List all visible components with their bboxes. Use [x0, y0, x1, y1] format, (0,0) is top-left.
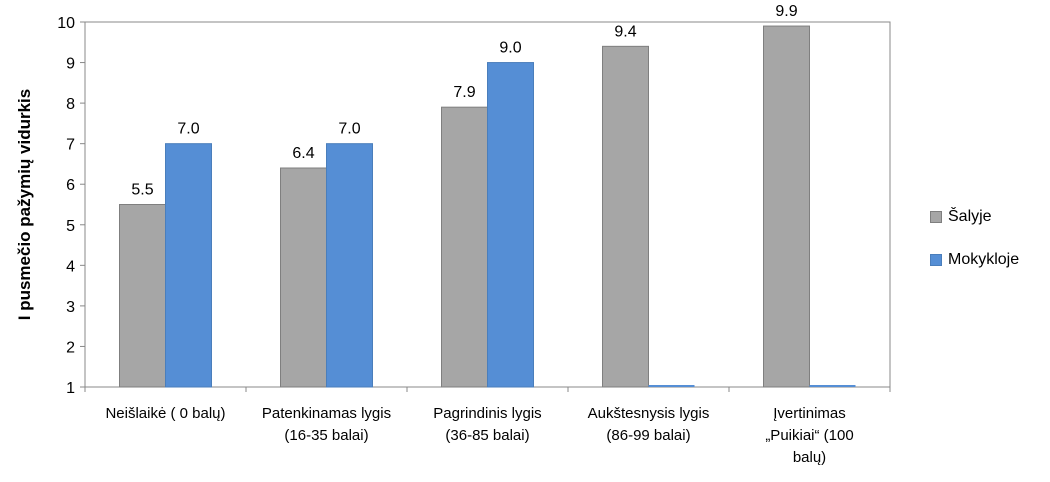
bar-salyje — [441, 106, 488, 388]
data-label: 9.4 — [614, 23, 636, 40]
y-tick-label: 1 — [66, 380, 75, 397]
bar-mokykloje — [165, 143, 212, 388]
y-tick-label: 5 — [66, 218, 75, 235]
x-category-label: (16-35 balai) — [284, 427, 368, 444]
bar-salyje — [280, 167, 327, 388]
data-label: 7.9 — [453, 84, 475, 101]
bar-salyje — [763, 25, 810, 388]
y-tick-label: 9 — [66, 56, 75, 73]
legend: Šalyje Mokykloje — [930, 207, 1019, 293]
x-category-label: balų) — [793, 449, 826, 466]
legend-item-mokykloje: Mokykloje — [930, 250, 1019, 270]
data-label: 9.9 — [775, 3, 797, 20]
bar-salyje — [602, 45, 649, 388]
y-tick-label: 4 — [66, 258, 75, 275]
x-category-label: Neišlaikė ( 0 balų) — [105, 405, 225, 422]
bar-mokykloje — [487, 62, 534, 388]
y-tick-label: 6 — [66, 177, 75, 194]
bar-mokykloje-empty — [648, 385, 695, 387]
x-category-label: „Puikiai“ (100 — [765, 427, 853, 444]
legend-swatch-salyje — [930, 211, 942, 223]
data-label: 7.0 — [177, 121, 199, 138]
bar-salyje — [119, 204, 166, 388]
y-tick-label: 3 — [66, 299, 75, 316]
legend-swatch-mokykloje — [930, 254, 942, 266]
data-label: 6.4 — [292, 145, 314, 162]
x-category-label: Įvertinimas — [773, 405, 846, 422]
data-label: 9.0 — [499, 40, 521, 57]
y-tick-label: 2 — [66, 339, 75, 356]
legend-label-mokykloje: Mokykloje — [948, 251, 1020, 268]
legend-label-salyje: Šalyje — [948, 208, 992, 225]
x-category-label: (36-85 balai) — [445, 427, 529, 444]
y-tick-label: 7 — [66, 137, 75, 154]
bar-mokykloje — [326, 143, 373, 388]
bar-mokykloje-empty — [809, 385, 856, 387]
data-label: 7.0 — [338, 121, 360, 138]
y-tick-label: 8 — [66, 96, 75, 113]
x-category-label: Aukštesnysis lygis — [588, 405, 710, 422]
legend-item-salyje: Šalyje — [930, 207, 1019, 227]
x-category-label: Pagrindinis lygis — [433, 405, 541, 422]
y-tick-label: 10 — [57, 15, 75, 32]
y-axis-title: I pusmečio pažymių vidurkis — [15, 89, 34, 320]
x-category-label: Patenkinamas lygis — [262, 405, 391, 422]
data-label: 5.5 — [131, 182, 153, 199]
x-category-label: (86-99 balai) — [606, 427, 690, 444]
